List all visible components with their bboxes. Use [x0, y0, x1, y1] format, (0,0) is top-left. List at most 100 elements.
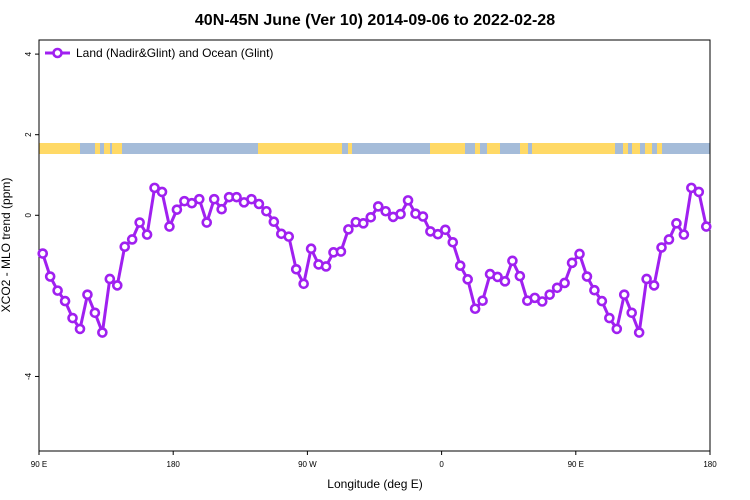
data-point [626, 307, 638, 319]
land-band-segment [258, 143, 342, 154]
land-band-segment [430, 143, 465, 154]
land-band-segment [112, 143, 122, 154]
data-point [290, 263, 302, 275]
land-band-segment [95, 143, 100, 154]
data-point [343, 224, 354, 235]
data-point [134, 217, 145, 228]
data-point [246, 193, 257, 205]
data-point [536, 296, 548, 307]
data-point [37, 248, 49, 259]
data-point [462, 274, 473, 285]
data-point [186, 197, 198, 209]
land-band-segment [487, 143, 500, 154]
data-point [119, 241, 131, 253]
data-point [604, 312, 615, 324]
ocean-band [39, 143, 710, 154]
x-tick-label: 180 [167, 460, 181, 469]
land-band-segment [475, 143, 480, 154]
y-axis: 4 2 0 -4 [24, 51, 39, 380]
data-point [171, 204, 183, 215]
data-point [201, 217, 213, 228]
data-point [454, 260, 466, 271]
data-point [544, 289, 556, 300]
data-point [89, 307, 101, 319]
x-tick-label: 90 E [31, 460, 47, 469]
x-tick-label: 90 E [568, 460, 584, 469]
data-point [141, 229, 153, 240]
data-point [253, 198, 265, 210]
data-point [283, 231, 295, 242]
data-point [395, 208, 406, 220]
data-point [671, 218, 682, 229]
x-axis-label: Longitude (deg E) [327, 477, 422, 491]
y-tick-label: 2 [24, 132, 33, 137]
data-point [380, 205, 391, 217]
data-point [686, 182, 697, 194]
legend: Land (Nadir&Glint) and Ocean (Glint) [45, 46, 273, 60]
data-point [581, 271, 593, 282]
data-point [126, 234, 138, 245]
data-point [559, 277, 570, 289]
data-point [693, 186, 705, 198]
data-point [44, 271, 56, 282]
data-point [372, 201, 384, 212]
data-point [365, 211, 377, 223]
data-point [499, 276, 511, 287]
legend-marker-swatch [52, 47, 63, 59]
land-band-segment [39, 143, 80, 154]
data-point [574, 248, 585, 260]
data-point [208, 193, 220, 205]
data-point [656, 242, 667, 253]
data-point [164, 221, 175, 232]
data-point [663, 234, 675, 245]
data-point [52, 285, 63, 296]
data-point [298, 278, 309, 290]
y-axis-label: XCO2 - MLO trend (ppm) [0, 178, 13, 313]
data-point [566, 257, 578, 269]
data-point [477, 295, 488, 307]
data-point [111, 280, 123, 291]
land-band-segment [348, 143, 352, 154]
x-axis: 90 E 180 90 W 0 90 E 180 [31, 451, 717, 469]
land-band-segment [520, 143, 528, 154]
data-point [231, 191, 242, 203]
data-point [59, 295, 71, 307]
data-point [193, 193, 205, 205]
data-point [440, 224, 451, 236]
data-point [320, 261, 332, 272]
data-point [432, 228, 444, 240]
data-point [74, 323, 86, 335]
x-tick-label: 180 [703, 460, 717, 469]
plot-area [38, 39, 711, 452]
data-point [97, 327, 108, 338]
data-point [402, 195, 414, 206]
data-point [507, 255, 518, 267]
land-band-segment [657, 143, 662, 154]
data-point [700, 221, 712, 232]
x-tick-label: 90 W [298, 460, 317, 469]
data-point [469, 303, 481, 315]
data-point [268, 216, 280, 228]
data-point [104, 273, 116, 285]
data-point [492, 271, 503, 283]
data-point [514, 270, 526, 282]
chart-title: 40N-45N June (Ver 10) 2014-09-06 to 2022… [195, 12, 555, 29]
y-tick-label: 0 [24, 213, 33, 218]
data-point [678, 229, 690, 240]
data-point [417, 211, 429, 222]
data-point [648, 280, 660, 291]
data-point [596, 295, 608, 307]
land-band-segment [532, 143, 615, 154]
data-point [611, 323, 623, 335]
land-band-segment [623, 143, 628, 154]
data-point [358, 218, 369, 229]
data-point [156, 186, 168, 198]
data-point [149, 182, 160, 194]
y-tick-label: 4 [24, 51, 33, 56]
land-band-segment [645, 143, 652, 154]
data-point [305, 243, 317, 255]
data-point [67, 312, 78, 324]
surface-type-band [39, 143, 710, 154]
data-point [618, 289, 630, 300]
